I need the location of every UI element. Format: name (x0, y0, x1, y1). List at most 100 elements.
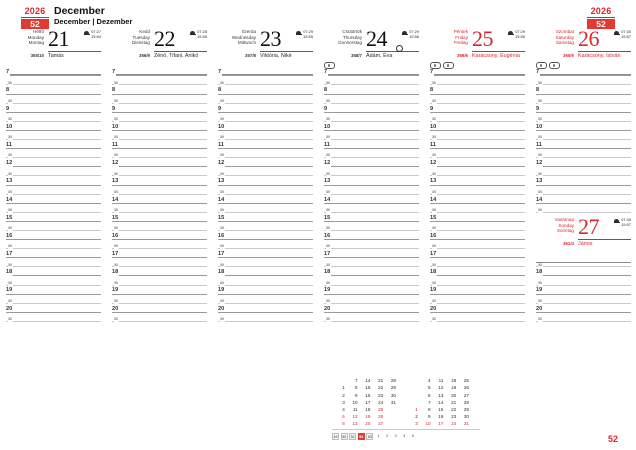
hour-row[interactable]: 20 (430, 305, 525, 314)
mini-cell-day[interactable]: 8 (428, 406, 431, 412)
mini-cell-day[interactable]: 19 (365, 413, 371, 419)
mini-cell-day[interactable]: 16 (438, 413, 444, 419)
half-hour-row[interactable]: 30 (6, 133, 101, 142)
hour-row[interactable]: 10 (112, 123, 207, 133)
half-hour-row[interactable]: 30 (112, 96, 207, 105)
hour-row[interactable]: 17 (218, 251, 313, 260)
half-hour-row[interactable]: 30 (324, 296, 419, 305)
mini-cell-day[interactable]: 20 (365, 420, 371, 426)
half-hour-row[interactable]: 30 (6, 260, 101, 269)
hour-row[interactable]: 7 (112, 69, 207, 78)
week-number[interactable]: 50 (340, 433, 348, 440)
half-hour-row[interactable]: 30 (218, 169, 313, 178)
mini-cell-day[interactable]: 14 (365, 378, 371, 384)
hour-row[interactable]: 12 (218, 160, 313, 169)
mini-cell-day[interactable]: 28 (463, 399, 469, 405)
day-header-sunday[interactable]: Vasárnap Sunday Sonntag 27 07:30 15:57 (536, 214, 631, 263)
half-hour-row[interactable]: 30 (536, 169, 631, 178)
mini-calendar-december[interactable]: 7 14 21 28 1 8 15 22 29 2 9 16 23 30 3 10 17 24 31 4 11 18 25 … (332, 377, 396, 427)
half-hour-row[interactable]: 30 (430, 96, 525, 105)
mini-cell-day[interactable]: 11 (352, 406, 358, 412)
hour-row[interactable]: 13 (6, 178, 101, 187)
half-hour-row[interactable]: 30 (218, 278, 313, 287)
half-hour-row[interactable]: 30 (6, 296, 101, 305)
week-number[interactable]: 3 (394, 434, 397, 438)
mini-cell-day[interactable]: 7 (355, 378, 358, 384)
half-hour-row[interactable]: 30 (430, 187, 525, 196)
hour-row[interactable]: 18 (6, 269, 101, 278)
half-hour-row[interactable]: 30 (536, 133, 631, 142)
half-hour-row[interactable]: 30 (430, 260, 525, 269)
mini-cell-day[interactable]: 21 (451, 399, 457, 405)
half-hour-row[interactable]: 30 (218, 114, 313, 123)
day-column-tuesday[interactable]: Kedd Tuesday Dienstag 22 07:28 15:55 (106, 28, 212, 442)
hour-row[interactable]: 10 (324, 123, 419, 133)
week-number[interactable]: 51 (349, 433, 357, 440)
half-hour-row[interactable]: 30 (430, 151, 525, 160)
hour-row[interactable]: 16 (430, 232, 525, 242)
mini-cell-day[interactable]: 11 (438, 378, 444, 384)
mini-cell-day[interactable]: 4 (342, 406, 345, 412)
mini-cell-day[interactable]: 23 (451, 413, 457, 419)
half-hour-row[interactable]: 30 (6, 96, 101, 105)
hour-row[interactable]: 11 (324, 141, 419, 151)
half-hour-row[interactable]: 30 (324, 260, 419, 269)
hour-row[interactable]: 8 (536, 87, 631, 96)
mini-cell-day[interactable]: 12 (438, 385, 444, 391)
half-hour-row[interactable]: 30 (112, 315, 207, 324)
hour-row[interactable]: 20 (112, 305, 207, 314)
hour-grid-saturday[interactable]: 7308309301030113012301330143015301630173… (536, 69, 631, 324)
hour-row[interactable]: 10 (6, 123, 101, 133)
mini-cell-day[interactable]: 13 (352, 420, 358, 426)
hour-row[interactable]: 9 (536, 105, 631, 114)
half-hour-row[interactable]: 30 (536, 114, 631, 123)
half-hour-row[interactable]: 30 (112, 224, 207, 233)
mini-cell-day[interactable]: 8 (355, 385, 358, 391)
hour-row[interactable]: 17 (112, 251, 207, 260)
half-hour-row[interactable]: 30 (324, 133, 419, 142)
hour-row[interactable]: 19 (536, 287, 631, 296)
half-hour-row[interactable]: 30 (112, 133, 207, 142)
hour-row[interactable]: 16 (218, 232, 313, 242)
day-column-friday[interactable]: Péntek Friday Freitag 25 07:29 15:56 (424, 28, 530, 442)
hour-row[interactable]: 8 (324, 87, 419, 96)
hour-row[interactable]: 12 (430, 160, 525, 169)
hour-row[interactable]: 9 (430, 105, 525, 114)
hour-row[interactable]: 14 (536, 196, 631, 205)
mini-cell-day[interactable]: 4 (428, 378, 431, 384)
half-hour-row[interactable]: 30 (112, 260, 207, 269)
hour-row[interactable]: 14 (6, 196, 101, 205)
hour-row[interactable]: 18 (112, 269, 207, 278)
half-hour-row[interactable]: 30 (218, 78, 313, 87)
hour-row[interactable]: 10 (430, 123, 525, 133)
mini-cell-day[interactable]: 2 (342, 392, 345, 398)
mini-cell-day[interactable]: 3 (415, 420, 418, 426)
hour-row[interactable]: 19 (324, 287, 419, 296)
hour-row[interactable]: 7 (536, 69, 631, 78)
hour-row[interactable]: 20 (324, 305, 419, 314)
hour-row[interactable]: 13 (218, 178, 313, 187)
hour-row[interactable]: 11 (430, 141, 525, 151)
half-hour-row[interactable]: 30 (218, 224, 313, 233)
half-hour-row[interactable]: 30 (324, 242, 419, 251)
hour-row[interactable]: 7 (6, 69, 101, 78)
mini-cell-day[interactable]: 25 (378, 406, 384, 412)
half-hour-row[interactable]: 30 (324, 169, 419, 178)
week-number[interactable]: 49 (332, 433, 339, 440)
mini-cell-day[interactable]: 15 (365, 385, 371, 391)
mini-cell-day[interactable]: 13 (438, 392, 444, 398)
mini-cell-day[interactable]: 17 (365, 399, 371, 405)
hour-row[interactable]: 7 (218, 69, 313, 78)
half-hour-row[interactable]: 30 (536, 260, 631, 269)
half-hour-row[interactable]: 30 (324, 151, 419, 160)
hour-row[interactable]: 9 (112, 105, 207, 114)
mini-cell-day[interactable]: 16 (365, 392, 371, 398)
mini-cell-day[interactable]: 23 (378, 392, 384, 398)
half-hour-row[interactable]: 30 (218, 260, 313, 269)
hour-row[interactable]: 8 (218, 87, 313, 96)
day-column-wednesday[interactable]: Szerda Wednesday Mittwoch 23 07:29 15:55 (212, 28, 318, 442)
day-column-monday[interactable]: Hétfő Monday Montag 21 07:27 15:54 (0, 28, 106, 442)
hour-row[interactable]: 11 (536, 141, 631, 151)
mini-cell-day[interactable]: 24 (451, 420, 457, 426)
half-hour-row[interactable]: 30 (6, 187, 101, 196)
